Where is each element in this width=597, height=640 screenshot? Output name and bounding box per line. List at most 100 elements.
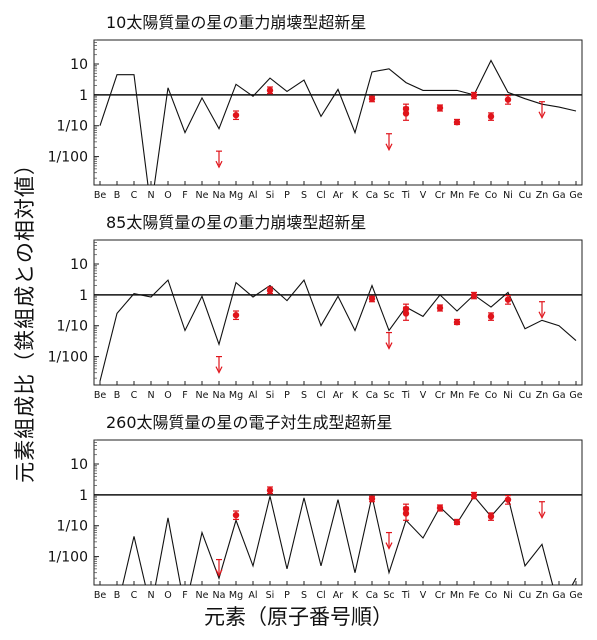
x-tick-label: Mg (229, 190, 243, 200)
x-tick-label: Ti (401, 190, 410, 200)
upper-limit-arrow-zn (538, 501, 546, 520)
observed-point-ti (402, 103, 410, 115)
x-axis-label: 元素（原子番号順） (204, 605, 393, 629)
chart-title: 260太陽質量の星の電子対生成型超新星 (106, 413, 393, 432)
observed-point-ca (368, 495, 376, 503)
x-tick-label: Mn (450, 190, 464, 200)
observed-point-ti (402, 503, 410, 515)
x-tick-label: Sc (383, 190, 394, 200)
x-tick-label: Al (248, 590, 257, 600)
observed-point-cr (436, 104, 444, 112)
x-tick-label: Cl (316, 590, 325, 600)
observed-point-mg (232, 110, 240, 121)
x-tick-label: Ga (552, 190, 565, 200)
x-tick-label: B (114, 190, 121, 200)
x-tick-label: Ca (366, 190, 378, 200)
upper-limit-arrow-na (215, 355, 223, 374)
y-tick-label: 10 (70, 457, 88, 473)
x-tick-label: Sc (383, 590, 394, 600)
x-tick-label: Mg (229, 590, 243, 600)
upper-limit-arrow-na (215, 150, 223, 169)
chart-title: 85太陽質量の星の重力崩壊型超新星 (106, 213, 366, 232)
observed-point-si (266, 486, 274, 495)
x-tick-label: Al (248, 390, 257, 400)
x-tick-label: N (147, 190, 154, 200)
x-tick-label: Cu (519, 590, 532, 600)
x-tick-label: F (182, 190, 187, 200)
x-tick-label: Fe (469, 190, 480, 200)
observed-point-mn (453, 118, 461, 126)
x-tick-label: Ga (552, 390, 565, 400)
observed-point-mn (453, 318, 461, 326)
x-tick-label: Zn (536, 590, 549, 600)
x-tick-label: P (284, 590, 290, 600)
y-tick-label: 10 (70, 257, 88, 273)
x-tick-label: Cu (519, 390, 532, 400)
x-tick-label: Ga (552, 590, 565, 600)
x-tick-label: S (301, 390, 307, 400)
x-tick-label: Cr (435, 190, 446, 200)
x-tick-label: Mn (450, 390, 464, 400)
observed-point-fe (470, 491, 478, 500)
observed-point-fe (470, 291, 478, 300)
x-tick-label: V (420, 190, 427, 200)
y-tick-label: 1/10 (57, 319, 88, 335)
x-tick-label: S (301, 590, 307, 600)
x-tick-label: N (147, 390, 154, 400)
observed-point-si (266, 86, 274, 95)
observed-point-co (487, 512, 495, 521)
upper-limit-arrow-sc (385, 531, 393, 550)
y-tick-label: 1/10 (57, 119, 88, 135)
x-tick-label: Zn (536, 190, 549, 200)
x-tick-label: Ni (503, 590, 513, 600)
observed-point-ni (504, 294, 512, 305)
observed-point-si (266, 286, 274, 295)
x-tick-label: C (131, 590, 138, 600)
x-tick-label: Na (213, 190, 226, 200)
x-tick-label: Ge (569, 590, 582, 600)
x-tick-label: P (284, 190, 290, 200)
x-tick-label: Be (94, 390, 107, 400)
x-tick-label: K (352, 590, 359, 600)
x-tick-label: V (420, 390, 427, 400)
x-tick-label: Si (266, 590, 275, 600)
x-tick-label: Na (213, 590, 226, 600)
x-tick-label: Ar (333, 390, 343, 400)
x-tick-label: Cu (519, 190, 532, 200)
x-tick-label: Co (485, 190, 498, 200)
x-tick-label: Mn (450, 590, 464, 600)
x-tick-label: O (164, 390, 171, 400)
x-tick-label: O (164, 590, 171, 600)
x-tick-label: F (182, 590, 187, 600)
observed-point-ca (368, 95, 376, 103)
x-tick-label: V (420, 590, 427, 600)
x-tick-label: Ne (196, 190, 209, 200)
x-tick-label: Si (266, 190, 275, 200)
observed-point-mn (453, 518, 461, 526)
observed-point-ni (504, 494, 512, 505)
x-tick-label: Fe (469, 590, 480, 600)
model-abundance-line (122, 495, 577, 585)
x-tick-label: S (301, 190, 307, 200)
y-tick-label: 1/10 (57, 519, 88, 535)
x-tick-label: Ar (333, 190, 343, 200)
y-tick-label: 1 (79, 88, 88, 104)
x-tick-label: Ca (366, 590, 378, 600)
observed-point-mg (232, 510, 240, 521)
x-tick-label: Co (485, 590, 498, 600)
x-tick-label: O (164, 190, 171, 200)
x-tick-label: K (352, 190, 359, 200)
x-tick-label: Ca (366, 390, 378, 400)
chart-panel-10-solar-mass: 10太陽質量の星の重力崩壊型超新星 10 1 1/10 1/100 Be B C N O F Ne Na… (48, 13, 583, 200)
x-tick-label: C (131, 390, 138, 400)
observed-point-ni (504, 94, 512, 105)
x-tick-label: Ge (569, 390, 582, 400)
x-tick-label: Zn (536, 390, 549, 400)
x-tick-label: Ti (401, 590, 410, 600)
x-tick-label: C (131, 190, 138, 200)
x-tick-label: Be (94, 590, 107, 600)
x-tick-label: Fe (469, 390, 480, 400)
observed-point-co (487, 112, 495, 121)
x-tick-label: Cr (435, 390, 446, 400)
